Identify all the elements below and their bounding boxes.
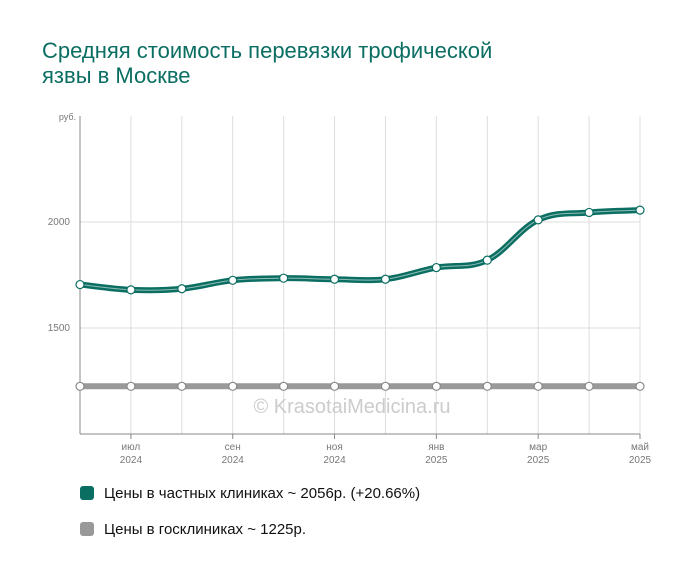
legend-item-private[interactable]: Цены в частных клиниках ~ 2056р. (+20.66… [80, 482, 420, 504]
x-tick-label-year: 2024 [120, 455, 143, 466]
data-point[interactable] [431, 381, 441, 391]
x-tick-label-month: май [631, 442, 649, 453]
x-tick-label-month: ноя [326, 442, 343, 453]
data-point[interactable] [228, 381, 238, 391]
data-point[interactable] [75, 279, 85, 290]
data-point[interactable] [329, 381, 340, 391]
data-point[interactable] [431, 262, 441, 273]
legend: Цены в частных клиниках ~ 2056р. (+20.66… [80, 482, 420, 554]
data-point[interactable] [533, 215, 543, 225]
data-point[interactable] [75, 381, 85, 391]
x-tick-label-year: 2025 [629, 455, 652, 466]
legend-swatch-private [80, 486, 94, 500]
watermark: © KrasotaiMedicina.ru [253, 396, 450, 418]
data-point[interactable] [279, 273, 289, 283]
data-point[interactable] [126, 285, 136, 295]
x-tick-label-month: июл [122, 442, 141, 453]
x-tick-label-month: сен [225, 442, 241, 453]
data-point[interactable] [584, 207, 594, 218]
data-point[interactable] [380, 274, 391, 284]
data-point[interactable] [228, 275, 238, 285]
legend-item-public[interactable]: Цены в госклиниках ~ 1225р. [80, 518, 420, 540]
x-tick-label-year: 2025 [527, 455, 550, 466]
data-point[interactable] [482, 255, 492, 265]
legend-label-private: Цены в частных клиниках ~ 2056р. (+20.66… [104, 484, 421, 502]
data-point[interactable] [635, 205, 645, 215]
data-point[interactable] [279, 381, 289, 391]
x-tick-label-month: янв [428, 442, 444, 453]
legend-swatch-public [80, 522, 94, 536]
legend-label-public: Цены в госклиниках ~ 1225р. [104, 520, 307, 538]
data-point[interactable] [584, 381, 594, 391]
x-tick-label-year: 2024 [222, 455, 245, 466]
data-point[interactable] [635, 381, 645, 391]
data-point[interactable] [329, 274, 340, 284]
data-point[interactable] [482, 381, 492, 391]
x-tick-label-month: мар [529, 442, 547, 453]
y-axis-label: руб. [59, 112, 76, 122]
data-point[interactable] [177, 381, 187, 391]
data-point[interactable] [533, 381, 543, 391]
x-tick-label-year: 2025 [425, 455, 448, 466]
data-point[interactable] [177, 284, 187, 294]
chart-title: Средняя стоимость перевязки трофической … [42, 38, 493, 88]
y-tick-label: 1500 [48, 323, 71, 334]
y-tick-label: 2000 [48, 217, 71, 228]
data-point[interactable] [126, 381, 136, 391]
data-point[interactable] [380, 381, 391, 391]
x-tick-label-year: 2024 [323, 455, 346, 466]
